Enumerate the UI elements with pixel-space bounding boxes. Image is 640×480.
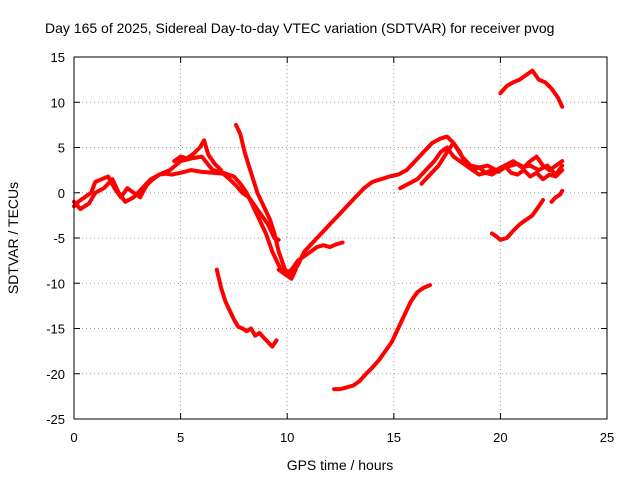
y-tick-label: -20 xyxy=(46,367,65,382)
x-tick-label: 25 xyxy=(600,430,614,445)
y-tick-label: -25 xyxy=(46,412,65,427)
series-arc-9 xyxy=(419,141,565,186)
series-arc-7 xyxy=(332,283,432,392)
y-tick-label: -10 xyxy=(46,276,65,291)
data-series xyxy=(72,68,565,392)
x-tick-label: 0 xyxy=(70,430,77,445)
x-tick-label: 10 xyxy=(280,430,294,445)
series-arc-4 xyxy=(234,122,565,277)
series-arc-3 xyxy=(172,138,224,173)
y-tick-label: -5 xyxy=(53,231,65,246)
series-arc-1 xyxy=(72,168,281,242)
series-arc-6 xyxy=(214,267,279,349)
axis-ticks: 0 5 10 15 20 25 -25 -20 -15 -10 -5 0 5 10 15 xyxy=(46,50,614,445)
x-tick-label: 15 xyxy=(387,430,401,445)
x-tick-label: 5 xyxy=(177,430,184,445)
x-tick-label: 20 xyxy=(493,430,507,445)
series-arc-10 xyxy=(498,68,565,109)
series-arc-2 xyxy=(72,154,298,281)
gridlines xyxy=(74,57,607,419)
chart-title: Day 165 of 2025, Sidereal Day-to-day VTE… xyxy=(45,20,554,36)
plot-frame xyxy=(73,56,608,420)
y-tick-label: 15 xyxy=(51,50,65,65)
series-arc-12 xyxy=(549,188,565,204)
y-tick-label: 5 xyxy=(58,141,65,156)
x-axis-label: GPS time / hours xyxy=(287,457,394,473)
y-tick-label: -15 xyxy=(46,322,65,337)
series-arc-5 xyxy=(276,240,345,277)
y-axis-label: SDTVAR / TECUs xyxy=(5,182,21,294)
y-tick-label: 0 xyxy=(58,186,65,201)
y-tick-label: 10 xyxy=(51,95,65,110)
series-arc-11 xyxy=(489,198,545,242)
